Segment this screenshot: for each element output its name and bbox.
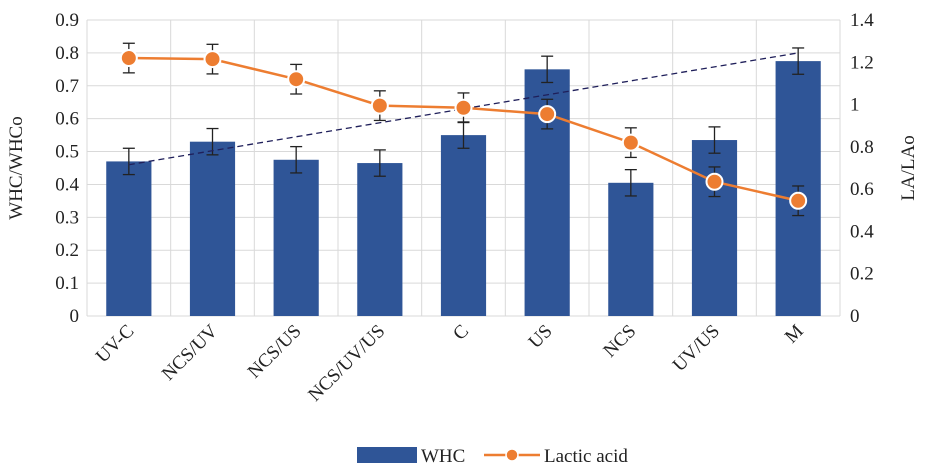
lactic-acid-point <box>705 172 724 191</box>
lactic-acid-point <box>789 191 808 210</box>
whc-bar <box>189 141 236 316</box>
legend: WHC Lactic acid <box>357 446 628 467</box>
left-axis-tick-label: 0.2 <box>55 240 79 261</box>
category-label: M <box>781 321 808 348</box>
lactic-acid-point <box>538 105 557 124</box>
category-label: NCS/UV/US <box>304 321 389 406</box>
whc-bar <box>440 135 487 316</box>
left-axis-tick-label: 0.4 <box>55 174 79 195</box>
right-axis-title: LA/LAo <box>898 135 919 200</box>
lactic-acid-line <box>119 42 808 217</box>
left-axis-tick-label: 0.8 <box>55 43 79 64</box>
left-axis-tick-label: 0 <box>70 306 80 327</box>
lactic-acid-point <box>370 96 389 115</box>
lactic-acid-point <box>203 50 222 69</box>
left-axis-tick-label: 0.6 <box>55 109 79 130</box>
right-axis-tick-label: 1 <box>850 95 860 116</box>
legend-whc-label: WHC <box>421 446 465 467</box>
right-axis-tick-label: 0.4 <box>850 221 874 242</box>
category-label: NCS/UV <box>158 320 222 384</box>
lactic-acid-point <box>119 49 138 68</box>
whc-bar <box>106 161 152 316</box>
lactic-acid-point <box>621 133 640 152</box>
left-axis-tick-label: 0.7 <box>55 76 79 97</box>
category-label: UV-C <box>92 321 138 367</box>
right-axis-ticks: 0 0.2 0.4 0.6 0.8 1 1.2 1.4 <box>850 10 874 327</box>
lactic-acid-point <box>287 70 306 89</box>
right-axis-tick-label: 0.8 <box>850 137 874 158</box>
left-axis-tick-label: 0.3 <box>55 207 79 228</box>
category-label: NCS <box>599 321 640 362</box>
left-axis-title: WHC/WHCo <box>6 116 27 219</box>
left-axis-tick-label: 0.1 <box>55 273 79 294</box>
right-axis-tick-label: 0.6 <box>850 179 874 200</box>
right-axis-tick-label: 1.4 <box>850 10 874 31</box>
right-axis-tick-label: 0 <box>850 306 860 327</box>
whc-bar <box>357 163 403 316</box>
right-axis-tick-label: 1.2 <box>850 52 874 73</box>
category-label: UV/US <box>669 321 724 376</box>
right-axis-tick-label: 0.2 <box>850 264 874 285</box>
whc-trendline-segment <box>128 52 799 166</box>
whc-bar <box>273 159 319 316</box>
whc-trendline <box>128 52 799 166</box>
category-label: C <box>449 321 473 345</box>
category-label: NCS/US <box>244 321 306 383</box>
legend-whc-swatch <box>357 447 417 463</box>
legend-lactic-acid-marker <box>505 448 519 462</box>
category-label: US <box>525 321 557 353</box>
left-axis-tick-label: 0.9 <box>55 10 79 31</box>
left-axis-ticks: 0 0.1 0.2 0.3 0.4 0.5 0.6 0.7 0.8 0.9 <box>55 10 79 327</box>
whc-bar <box>608 182 654 316</box>
whc-bars <box>106 47 821 316</box>
lactic-acid-point <box>454 98 473 117</box>
left-axis-tick-label: 0.5 <box>55 142 79 163</box>
legend-lactic-acid-label: Lactic acid <box>544 446 628 467</box>
